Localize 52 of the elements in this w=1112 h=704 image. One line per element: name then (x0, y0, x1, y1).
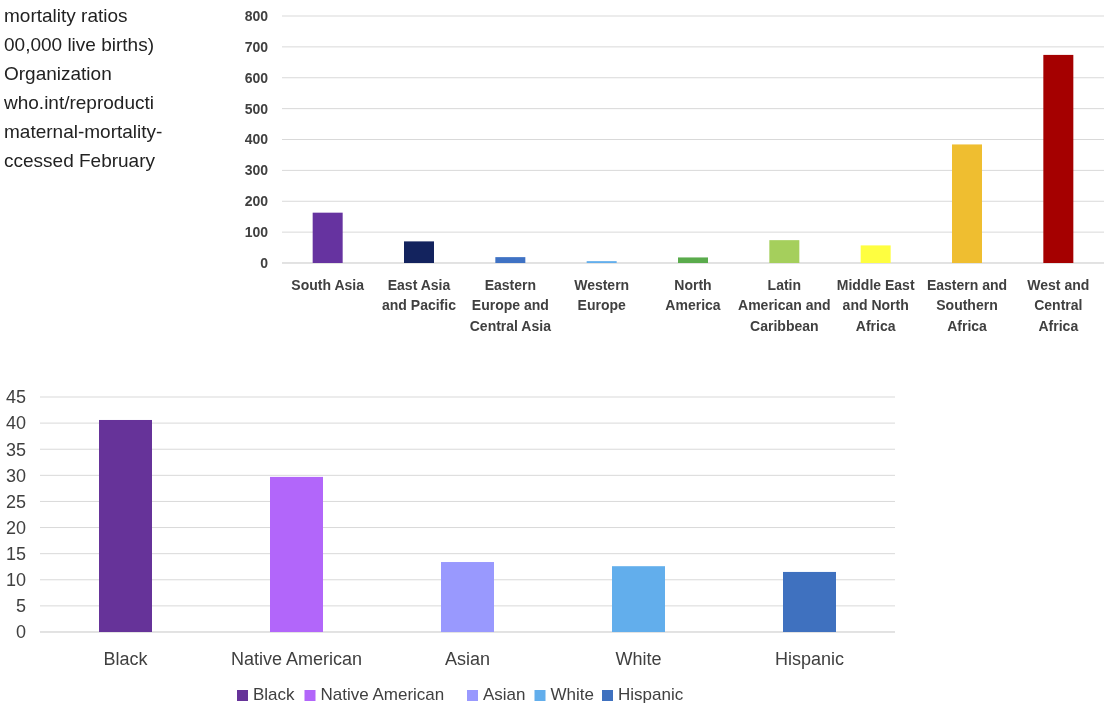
y-tick-label: 100 (244, 224, 269, 241)
text: maternal-mortality- (4, 121, 163, 142)
x-tick-label: East Asia and Pacific (382, 277, 457, 314)
bar (769, 240, 800, 263)
legend-label: Asian (483, 685, 526, 704)
x-tick-label: Hispanic (774, 649, 845, 669)
y-tick-label: 40 (5, 413, 26, 434)
y-tick-label: 0 (15, 622, 26, 643)
x-tick-label: Black (103, 649, 149, 669)
x-tick-label: West and Central Africa (1027, 277, 1090, 334)
y-tick-label: 500 (244, 100, 269, 117)
text: ccessed February (4, 150, 156, 171)
x-tick-label: Asian (444, 649, 491, 669)
x-tick-label: Eastern Europe and Central Asia (469, 277, 552, 334)
y-tick-label: 45 (5, 387, 26, 408)
legend-label: Native American (320, 685, 445, 704)
text: 00,000 live births) (4, 34, 154, 55)
x-tick-label: Middle East and North Africa (836, 277, 915, 334)
text: who.int/reproducti (3, 92, 154, 113)
bar (1043, 54, 1074, 263)
x-tick-label: Eastern and Southern Africa (926, 277, 1008, 334)
legend-label: White (550, 685, 594, 704)
bar (495, 257, 526, 263)
y-tick-label: 700 (244, 38, 269, 55)
x-tick-label: South Asia (291, 277, 365, 293)
x-tick-label: Native American (230, 649, 363, 669)
bar (404, 241, 434, 263)
y-tick-label: 20 (5, 517, 26, 538)
y-tick-label: 800 (244, 7, 269, 24)
legend-label: Black (253, 685, 296, 704)
bar (678, 257, 708, 263)
y-tick-label: 30 (5, 465, 26, 486)
text: Organization (4, 63, 112, 84)
y-tick-label: 5 (15, 596, 26, 617)
x-tick-label: Western Europe (574, 277, 630, 314)
bar (312, 212, 343, 263)
y-tick-label: 300 (244, 162, 269, 179)
y-tick-label: 25 (5, 491, 26, 512)
bar (952, 144, 982, 263)
y-tick-label: 200 (244, 193, 269, 210)
text: mortality ratios (4, 5, 128, 26)
y-tick-label: 400 (244, 131, 269, 148)
y-tick-label: 10 (5, 570, 26, 591)
bar (860, 245, 891, 263)
y-tick-label: 35 (5, 439, 26, 460)
x-tick-label: Latin American and Caribbean (738, 277, 831, 334)
y-tick-label: 0 (260, 254, 269, 271)
y-tick-label: 15 (5, 543, 26, 564)
y-tick-label: 600 (244, 69, 269, 86)
x-tick-label: North America (665, 277, 721, 314)
legend-label: Hispanic (618, 685, 684, 704)
x-tick-label: White (615, 649, 662, 669)
